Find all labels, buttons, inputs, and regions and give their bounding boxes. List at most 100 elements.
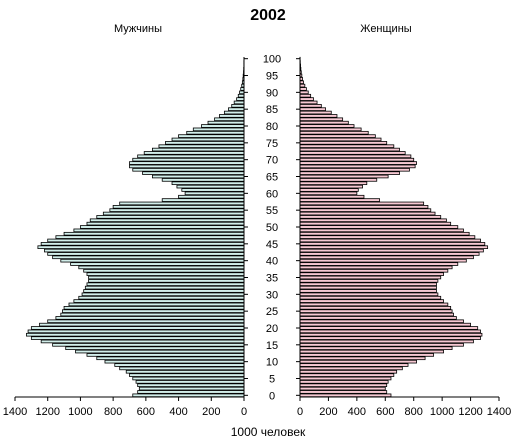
age-tick-label: 55 <box>266 205 278 217</box>
male-bar <box>73 299 245 303</box>
age-tick-label: 20 <box>266 323 278 335</box>
age-tick-label: 60 <box>266 188 278 200</box>
female-bar <box>299 161 417 165</box>
female-bar <box>299 93 312 98</box>
male-x-tick-label: 600 <box>137 406 155 418</box>
female-bar <box>299 275 442 280</box>
female-bar <box>299 309 453 313</box>
male-bar <box>30 326 245 330</box>
female-bar <box>299 231 470 236</box>
female-bar <box>299 376 392 381</box>
male-bar <box>47 252 245 256</box>
female-x-tick-label: 800 <box>405 406 423 418</box>
male-bar <box>83 289 245 293</box>
female-bar <box>299 255 474 260</box>
male-bar <box>228 107 245 111</box>
male-bar <box>178 134 245 138</box>
female-bar <box>299 181 368 186</box>
male-x-tick-label: 1400 <box>3 406 27 418</box>
female-bar <box>299 393 392 398</box>
male-bar <box>231 104 245 108</box>
female-bar <box>299 386 386 391</box>
male-bar <box>137 390 245 394</box>
female-bar <box>299 164 416 169</box>
male-bar <box>112 205 245 209</box>
female-bar <box>299 343 464 347</box>
female-bar <box>299 184 363 189</box>
male-bar <box>86 282 245 287</box>
age-tick-label: 15 <box>266 340 278 352</box>
age-tick-label: 80 <box>266 121 278 133</box>
female-bar <box>299 225 459 229</box>
female-bar <box>299 282 437 287</box>
male-bar <box>237 93 245 98</box>
male-bar <box>129 164 245 169</box>
female-bar <box>299 157 415 162</box>
female-bar <box>299 373 395 377</box>
male-bar <box>138 386 245 391</box>
female-bar <box>299 245 489 249</box>
female-bar <box>299 390 388 394</box>
male-bar <box>151 174 245 179</box>
male-bar <box>178 194 245 199</box>
age-tick-label: 45 <box>266 239 278 251</box>
male-x-tick-label: 800 <box>104 406 122 418</box>
male-bar <box>176 184 245 189</box>
male-bar <box>109 208 245 212</box>
male-bar <box>40 242 245 246</box>
female-bar <box>299 346 453 350</box>
age-axis-ticks: 0 5 10 15 20 25 30 35 40 45 50 55 60 65 70 75 80 85 90 95 10… <box>244 54 300 402</box>
female-bar <box>299 144 395 148</box>
male-bar <box>70 262 245 266</box>
male-x-tick-label: 0 <box>241 406 247 418</box>
male-bar <box>89 218 245 223</box>
male-x-tick-label: 1000 <box>68 406 92 418</box>
male-bar <box>201 124 245 128</box>
male-bar <box>65 346 245 350</box>
age-tick-label: 25 <box>266 306 278 318</box>
male-bar <box>171 181 245 186</box>
female-bar <box>299 141 388 145</box>
female-bars <box>299 56 489 398</box>
male-bar <box>151 147 245 152</box>
male-bar <box>44 248 245 253</box>
age-tick-label: 100 <box>263 54 281 66</box>
female-bar <box>299 369 398 374</box>
female-bar <box>299 215 442 219</box>
female-bar <box>299 191 358 196</box>
age-tick-label: 30 <box>266 289 278 301</box>
female-bar <box>299 208 432 212</box>
male-bar <box>55 316 245 320</box>
female-panel-label: Женщины <box>360 23 411 35</box>
female-bar <box>299 262 459 266</box>
male-bar <box>73 228 245 233</box>
male-bar <box>129 161 245 165</box>
female-bar <box>299 117 344 122</box>
female-bar <box>299 124 355 128</box>
female-bar <box>299 366 403 371</box>
female-bar <box>299 383 388 388</box>
male-bar <box>171 137 245 142</box>
female-bar <box>299 312 454 317</box>
female-bar <box>299 302 449 307</box>
female-bar <box>299 154 412 159</box>
male-panel-label: Мужчины <box>114 23 162 35</box>
male-x-tick-label: 1200 <box>35 406 59 418</box>
female-bar <box>299 359 417 364</box>
female-bar <box>299 272 444 276</box>
male-bar <box>114 363 245 367</box>
female-bar <box>299 104 322 108</box>
male-bar <box>135 380 245 384</box>
female-x-tick-label: 1200 <box>458 406 482 418</box>
male-bar <box>119 201 245 206</box>
male-bar <box>26 332 245 337</box>
male-bar <box>165 141 245 145</box>
male-bar <box>86 272 245 276</box>
female-bar <box>299 171 400 175</box>
age-tick-label: 35 <box>266 272 278 284</box>
female-bar <box>299 306 452 310</box>
female-bar <box>299 380 389 384</box>
male-bar <box>158 144 245 148</box>
male-bar <box>142 171 245 175</box>
